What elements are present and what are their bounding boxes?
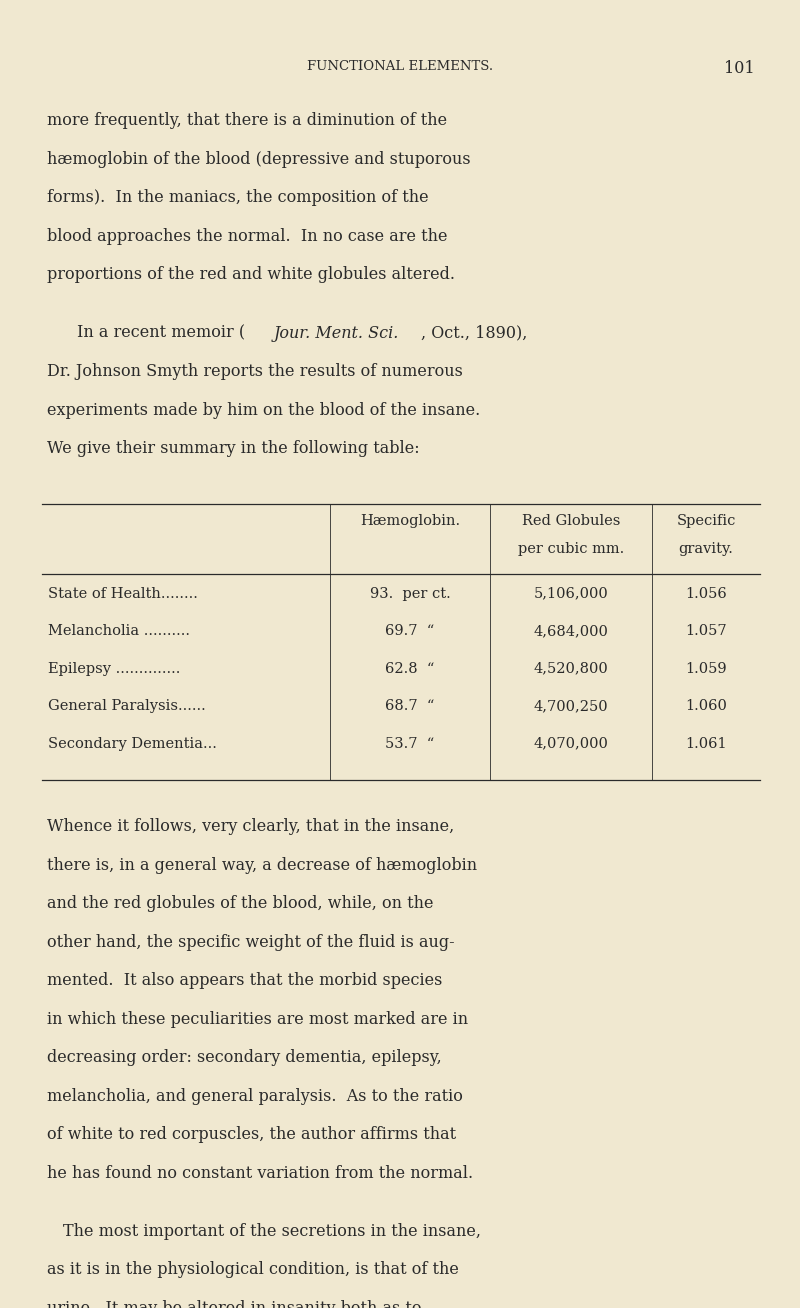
Text: urine.  It may be altered in insanity both as to: urine. It may be altered in insanity bot… xyxy=(47,1300,422,1308)
Text: melancholia, and general paralysis.  As to the ratio: melancholia, and general paralysis. As t… xyxy=(47,1087,463,1104)
Text: in which these peculiarities are most marked are in: in which these peculiarities are most ma… xyxy=(47,1011,468,1028)
Text: 1.056: 1.056 xyxy=(685,586,727,600)
Text: Dr. Johnson Smyth reports the results of numerous: Dr. Johnson Smyth reports the results of… xyxy=(47,364,463,381)
Text: 93.  per ct.: 93. per ct. xyxy=(370,586,450,600)
Text: 4,070,000: 4,070,000 xyxy=(534,736,609,751)
Text: 1.060: 1.060 xyxy=(685,698,727,713)
Text: , Oct., 1890),: , Oct., 1890), xyxy=(421,324,527,341)
Text: proportions of the red and white globules altered.: proportions of the red and white globule… xyxy=(47,266,455,283)
Text: 69.7  “: 69.7 “ xyxy=(386,624,434,638)
Text: 62.8  “: 62.8 “ xyxy=(386,662,434,675)
Text: 68.7  “: 68.7 “ xyxy=(386,698,434,713)
Text: gravity.: gravity. xyxy=(678,542,734,556)
Text: there is, in a general way, a decrease of hæmoglobin: there is, in a general way, a decrease o… xyxy=(47,857,477,874)
Text: Secondary Dementia...: Secondary Dementia... xyxy=(48,736,217,751)
Text: 5,106,000: 5,106,000 xyxy=(534,586,608,600)
Text: Hæmoglobin.: Hæmoglobin. xyxy=(360,514,460,527)
Text: more frequently, that there is a diminution of the: more frequently, that there is a diminut… xyxy=(47,112,447,129)
Text: Specific: Specific xyxy=(676,514,736,527)
Text: 1.059: 1.059 xyxy=(685,662,727,675)
Text: 1.057: 1.057 xyxy=(685,624,727,638)
Text: of white to red corpuscles, the author affirms that: of white to red corpuscles, the author a… xyxy=(47,1126,456,1143)
Text: In a recent memoir (: In a recent memoir ( xyxy=(77,324,245,341)
Text: We give their summary in the following table:: We give their summary in the following t… xyxy=(47,439,420,456)
Text: blood approaches the normal.  In no case are the: blood approaches the normal. In no case … xyxy=(47,228,447,245)
Text: 1.061: 1.061 xyxy=(685,736,727,751)
Text: forms).  In the maniacs, the composition of the: forms). In the maniacs, the composition … xyxy=(47,188,429,205)
Text: hæmoglobin of the blood (depressive and stuporous: hæmoglobin of the blood (depressive and … xyxy=(47,150,470,167)
Text: FUNCTIONAL ELEMENTS.: FUNCTIONAL ELEMENTS. xyxy=(307,60,493,73)
Text: Whence it follows, very clearly, that in the insane,: Whence it follows, very clearly, that in… xyxy=(47,818,454,835)
Text: experiments made by him on the blood of the insane.: experiments made by him on the blood of … xyxy=(47,402,480,419)
Text: per cubic mm.: per cubic mm. xyxy=(518,542,624,556)
Text: Melancholia ..........: Melancholia .......... xyxy=(48,624,190,638)
Text: Epilepsy ..............: Epilepsy .............. xyxy=(48,662,180,675)
Text: mented.  It also appears that the morbid species: mented. It also appears that the morbid … xyxy=(47,972,442,989)
Text: decreasing order: secondary dementia, epilepsy,: decreasing order: secondary dementia, ep… xyxy=(47,1049,442,1066)
Text: 4,684,000: 4,684,000 xyxy=(534,624,609,638)
Text: other hand, the specific weight of the fluid is aug-: other hand, the specific weight of the f… xyxy=(47,934,454,951)
Text: 4,520,800: 4,520,800 xyxy=(534,662,608,675)
Text: 101: 101 xyxy=(724,60,755,77)
Text: General Paralysis......: General Paralysis...... xyxy=(48,698,206,713)
Text: 4,700,250: 4,700,250 xyxy=(534,698,608,713)
Text: State of Health........: State of Health........ xyxy=(48,586,198,600)
Text: 53.7  “: 53.7 “ xyxy=(386,736,434,751)
Text: Jour. Ment. Sci.: Jour. Ment. Sci. xyxy=(274,324,399,341)
Text: and the red globules of the blood, while, on the: and the red globules of the blood, while… xyxy=(47,895,434,912)
Text: as it is in the physiological condition, is that of the: as it is in the physiological condition,… xyxy=(47,1261,459,1278)
Text: The most important of the secretions in the insane,: The most important of the secretions in … xyxy=(47,1223,481,1240)
Text: he has found no constant variation from the normal.: he has found no constant variation from … xyxy=(47,1164,473,1181)
Text: Red Globules: Red Globules xyxy=(522,514,620,527)
